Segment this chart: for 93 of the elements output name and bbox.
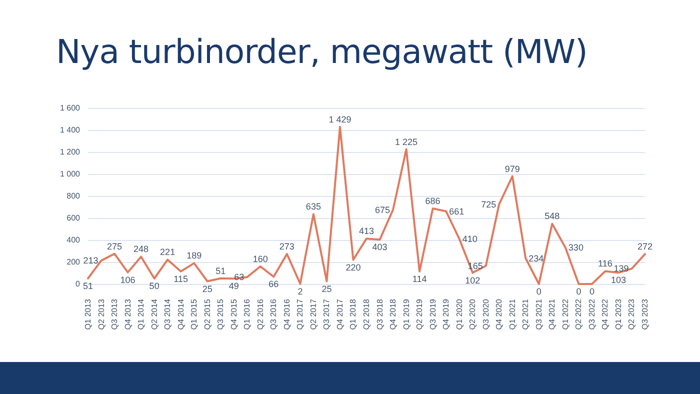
data-label: 25 <box>322 284 332 294</box>
data-label: 115 <box>174 274 188 284</box>
data-label: 49 <box>228 281 239 292</box>
x-tick-label: Q4 2014 <box>176 298 186 330</box>
data-label: 0 <box>576 286 582 296</box>
x-tick-label: Q2 2014 <box>150 298 159 330</box>
data-label: 51 <box>82 280 94 291</box>
x-tick-label: Q4 2020 <box>494 298 504 330</box>
data-label: 686 <box>425 196 440 206</box>
x-tick-label: Q3 2014 <box>163 298 172 330</box>
data-label: 234 <box>528 253 544 264</box>
x-tick-label: Q2 2019 <box>415 298 424 330</box>
x-tick-label: Q2 2016 <box>256 298 265 330</box>
x-tick-label: Q1 2022 <box>560 298 570 330</box>
x-tick-label: Q3 2017 <box>322 298 332 330</box>
x-tick-label: Q3 2015 <box>216 298 226 330</box>
x-tick-label: Q3 2019 <box>428 298 438 330</box>
x-tick-label: Q4 2021 <box>548 298 557 330</box>
data-label: 103 <box>610 275 626 286</box>
x-tick-label: Q1 2018 <box>348 298 358 330</box>
data-label: 413 <box>358 226 374 236</box>
x-tick-label: Q2 2015 <box>202 298 212 330</box>
y-tick-label: 800 <box>66 192 81 200</box>
x-tick-label: Q3 2022 <box>587 298 596 330</box>
y-tick-label: 1 400 <box>60 126 81 134</box>
data-label: 635 <box>306 202 321 212</box>
data-label: 979 <box>504 164 520 174</box>
x-tick-label: Q2 2022 <box>574 298 584 330</box>
x-tick-label: Q3 2018 <box>375 298 384 330</box>
data-label: 221 <box>160 247 176 258</box>
x-tick-label: Q1 2015 <box>190 298 199 330</box>
data-label: 0 <box>589 286 594 296</box>
data-label: 675 <box>374 204 390 215</box>
data-label: 330 <box>568 242 584 253</box>
data-label: 50 <box>149 281 160 291</box>
data-label: 189 <box>186 250 202 261</box>
x-tick-label: Q1 2021 <box>508 298 517 330</box>
data-label: 114 <box>412 274 427 284</box>
x-tick-label: Q4 2016 <box>282 298 292 330</box>
data-label: 51 <box>216 266 226 276</box>
x-tick-label: Q4 2015 <box>229 298 238 330</box>
x-tick-label: Q3 2020 <box>481 298 490 330</box>
data-label: 102 <box>465 275 480 286</box>
x-tick-label: Q1 2023 <box>614 298 623 330</box>
data-label: 661 <box>449 206 464 216</box>
x-tick-label: Q2 2017 <box>308 298 318 330</box>
data-label: 0 <box>536 286 542 296</box>
data-label: 272 <box>637 242 653 252</box>
chart-title: Nya turbinorder, megawatt (MW) <box>56 32 588 71</box>
data-label: 160 <box>252 254 268 264</box>
x-tick-label: Q3 2023 <box>640 298 650 330</box>
data-label: 220 <box>346 262 361 272</box>
data-label: 410 <box>462 234 478 244</box>
data-label: 25 <box>202 284 212 294</box>
x-tick-label: Q3 2016 <box>269 298 278 330</box>
x-tick-label: Q1 2013 <box>84 298 92 330</box>
x-tick-label: Q1 2017 <box>296 298 305 330</box>
data-label: 403 <box>372 242 388 252</box>
x-tick-label: Q1 2020 <box>454 298 464 330</box>
x-tick-label: Q4 2017 <box>335 298 344 330</box>
x-tick-label: Q2 2023 <box>627 298 636 330</box>
y-tick-label: 200 <box>66 258 81 266</box>
y-tick-label: 1 200 <box>60 148 81 156</box>
y-tick-label: 1 000 <box>60 170 81 178</box>
y-tick-label: 1 600 <box>60 104 81 112</box>
x-tick-label: Q3 2013 <box>110 298 120 330</box>
data-label: 248 <box>134 244 149 254</box>
x-tick-label: Q4 2019 <box>442 298 451 330</box>
x-tick-label: Q2 2013 <box>96 298 106 330</box>
x-tick-label: Q1 2016 <box>242 298 252 330</box>
x-tick-label: Q2 2021 <box>521 298 530 330</box>
x-tick-label: Q4 2018 <box>388 298 398 330</box>
x-tick-label: Q4 2013 <box>123 298 132 330</box>
x-tick-label: Q1 2019 <box>402 298 411 330</box>
x-tick-label: Q1 2014 <box>136 298 146 330</box>
data-label: 213 <box>83 256 98 266</box>
y-tick-label: 0 <box>76 280 81 288</box>
data-label: 106 <box>120 274 136 285</box>
data-label: 66 <box>268 279 279 290</box>
y-tick-label: 600 <box>66 214 81 222</box>
x-tick-label: Q2 2020 <box>468 298 478 330</box>
y-tick-label: 400 <box>66 236 81 244</box>
data-label: 548 <box>544 211 560 222</box>
data-label: 725 <box>481 199 496 210</box>
x-tick-label: Q3 2021 <box>534 298 544 330</box>
data-label: 2 <box>298 286 303 296</box>
data-label: 273 <box>279 241 294 252</box>
data-label: 275 <box>107 241 122 252</box>
x-tick-label: Q2 2018 <box>362 298 371 330</box>
data-label: 1 429 <box>328 114 352 124</box>
x-tick-label: Q4 2022 <box>600 298 610 330</box>
data-label: 1 225 <box>395 136 418 147</box>
data-label: 116 <box>598 258 612 269</box>
